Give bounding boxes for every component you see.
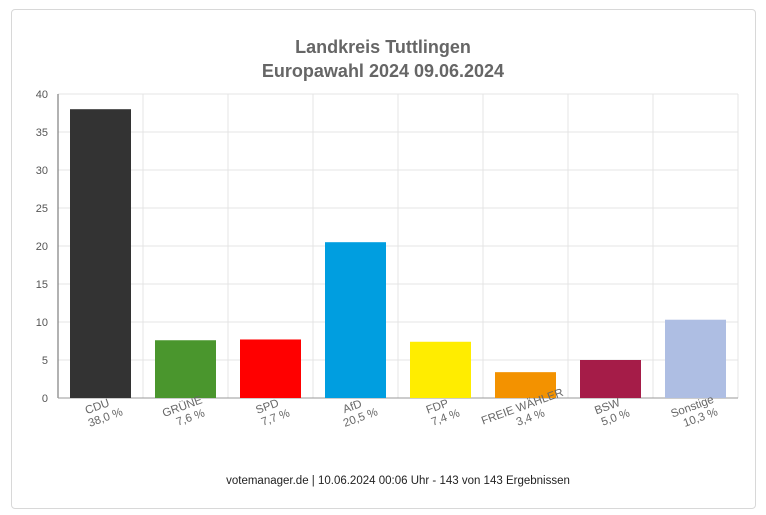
chart-subtitle: Europawahl 2024 09.06.2024: [261, 61, 505, 81]
bar-gr-ne: [155, 340, 216, 398]
chart-title: Landkreis Tuttlingen: [295, 37, 471, 57]
bar-freie-w-hler: [495, 372, 556, 398]
y-tick-label: 15: [36, 279, 48, 291]
bar-bsw: [580, 360, 641, 398]
bar-afd: [325, 242, 386, 398]
y-tick-label: 35: [36, 127, 48, 139]
y-tick-label: 10: [36, 317, 48, 329]
bar-fdp: [410, 341, 471, 398]
bar-sonstige: [665, 319, 726, 398]
y-tick-label: 25: [36, 203, 48, 215]
bar-spd: [240, 339, 301, 398]
bar-cdu: [70, 109, 131, 398]
y-tick-label: 30: [36, 165, 48, 177]
y-tick-label: 40: [36, 89, 48, 101]
y-tick-label: 0: [42, 393, 48, 405]
y-tick-label: 20: [36, 241, 48, 253]
footer-source: votemanager.de | 10.06.2024 00:06 Uhr - …: [226, 475, 570, 487]
y-tick-label: 5: [42, 355, 48, 367]
